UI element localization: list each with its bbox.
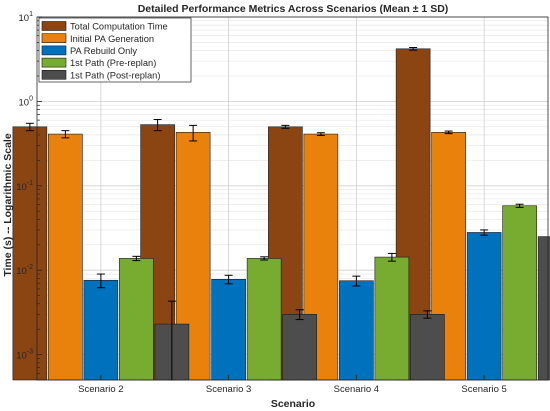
bar [374, 256, 410, 381]
y-axis-label: Time (s) -- Logarithmic Scale [2, 133, 14, 276]
legend-label: Initial PA Generation [70, 34, 154, 44]
bar [502, 205, 537, 381]
legend-swatch [41, 70, 67, 80]
legend: Total Computation Time Initial PA Generat… [38, 17, 192, 83]
y-tick-label: 10-3 [16, 349, 33, 362]
bar [12, 126, 48, 381]
legend-swatch [41, 21, 67, 31]
bar [119, 258, 154, 381]
legend-label: 1st Path (Post-replan) [70, 70, 160, 80]
legend-swatch [41, 57, 67, 68]
bar [339, 280, 374, 381]
legend-label: 1st Path (Pre-replan) [70, 58, 156, 68]
x-tick-label: Scenario 4 [334, 384, 379, 395]
x-ticks: Scenario 2 Scenario 3 Scenario 4 Scenario 5 [78, 375, 507, 395]
plot-frame [36, 16, 549, 381]
chart-title: Detailed Performance Metrics Across Scen… [138, 3, 449, 15]
x-axis-label: Scenario [271, 398, 315, 410]
y-tick-label: 10-1 [16, 180, 33, 193]
legend-swatch [41, 45, 67, 56]
bar [537, 236, 550, 381]
y-tick-label: 101 [19, 11, 34, 24]
bar [83, 279, 119, 381]
legend-label: Total Computation Time [70, 22, 168, 32]
error-bars [25, 47, 524, 381]
bars [12, 48, 550, 381]
legend-swatch [41, 33, 67, 44]
x-tick-label: Scenario 2 [78, 384, 123, 395]
bar [466, 232, 502, 381]
y-ticks: 10-3 10-2 10-1 100 101 [16, 11, 42, 374]
x-tick-label: Scenario 3 [206, 384, 251, 395]
bar [211, 279, 246, 381]
x-tick-label: Scenario 5 [461, 384, 506, 395]
bar [48, 133, 83, 381]
bar [410, 314, 445, 381]
y-tick-label: 100 [19, 95, 34, 108]
bar [282, 314, 317, 381]
y-tick-label: 10-2 [16, 264, 33, 277]
legend-label: PA Rebuild Only [70, 46, 137, 56]
bar [246, 258, 282, 381]
